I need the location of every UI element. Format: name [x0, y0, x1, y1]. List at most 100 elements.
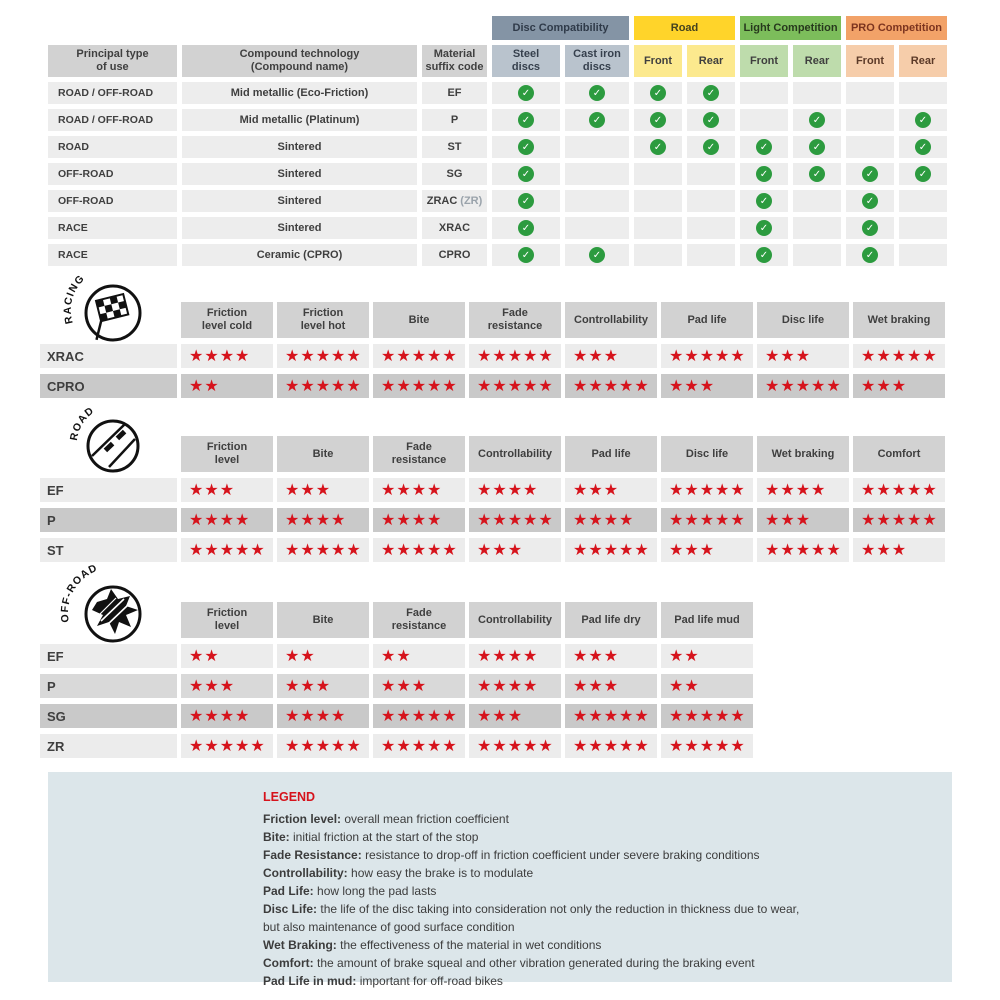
- legend-panel: LEGEND Friction level: overall mean fric…: [48, 772, 952, 988]
- star-rating-2-of-5: ★★: [381, 646, 412, 665]
- star-rating-cell: ★★★★: [757, 478, 849, 502]
- check-cell: ✓: [740, 136, 788, 158]
- check-icon: ✓: [589, 85, 605, 101]
- star-rating-5-of-5: ★★★★★: [765, 540, 842, 559]
- star-rating-5-of-5: ★★★★★: [381, 540, 458, 559]
- star-rating-3-of-5: ★★★: [477, 540, 524, 559]
- star-rating-cell: ★★★★: [469, 674, 561, 698]
- code-text: P: [450, 114, 459, 126]
- check-icon: ✓: [650, 85, 666, 101]
- check-icon: ✓: [756, 139, 772, 155]
- star-rating-cell: ★★★★★: [853, 344, 945, 368]
- star-rating-3-of-5: ★★★: [573, 676, 620, 695]
- compound-row-label-cpro: CPRO: [40, 374, 177, 398]
- star-rating-3-of-5: ★★★: [189, 676, 236, 695]
- star-rating-cell: ★★★★: [565, 508, 657, 532]
- check-cell: [634, 217, 682, 239]
- star-rating-3-of-5: ★★★: [765, 510, 812, 529]
- check-cell: ✓: [740, 190, 788, 212]
- check-icon: ✓: [915, 166, 931, 182]
- check-cell: [565, 217, 629, 239]
- legend-desc: how long the pad lasts: [317, 884, 437, 898]
- check-icon: ✓: [518, 220, 534, 236]
- check-icon: ✓: [809, 166, 825, 182]
- star-rating-cell: ★★★★★: [661, 704, 753, 728]
- star-rating-cell: ★★★★★: [181, 538, 273, 562]
- star-rating-cell: ★★★★: [181, 344, 273, 368]
- star-rating-5-of-5: ★★★★★: [381, 736, 458, 755]
- check-cell: ✓: [492, 136, 560, 158]
- star-rating-3-of-5: ★★★: [669, 376, 716, 395]
- star-rating-5-of-5: ★★★★★: [381, 346, 458, 365]
- legend-entry: Pad Life: how long the pad lasts: [263, 885, 922, 898]
- legend-desc: initial friction at the start of the sto…: [293, 830, 479, 844]
- legend-desc: the effectiveness of the material in wet…: [340, 938, 602, 952]
- use-cell-st: ROAD: [48, 136, 177, 158]
- star-rating-5-of-5: ★★★★★: [285, 346, 362, 365]
- rating-col-header-friction-level: Friction level: [181, 436, 273, 472]
- check-icon: ✓: [518, 139, 534, 155]
- check-cell: ✓: [687, 136, 735, 158]
- check-cell: ✓: [740, 244, 788, 266]
- use-cell-cpro: RACE: [48, 244, 177, 266]
- legend-entry: Controllability: how easy the brake is t…: [263, 867, 922, 880]
- code-text: ZRAC: [426, 195, 458, 207]
- star-rating-cell: ★★★★★: [661, 478, 753, 502]
- star-rating-cell: ★★★★★: [757, 374, 849, 398]
- racing-section: RACING Friction level cold Friction level h…: [40, 272, 945, 398]
- star-rating-3-of-5: ★★★: [861, 376, 908, 395]
- legend-entries: Friction level: overall mean friction co…: [263, 813, 922, 988]
- code-text: CPRO: [438, 249, 471, 261]
- legend-term: Pad Life in mud:: [263, 974, 357, 988]
- offroad-mud-icon: OFF-ROAD: [59, 562, 142, 643]
- check-icon: ✓: [915, 112, 931, 128]
- star-rating-cell: ★★★: [853, 374, 945, 398]
- rating-col-header-friction-level: Friction level: [181, 602, 273, 638]
- star-rating-3-of-5: ★★★: [477, 706, 524, 725]
- use-cell-zrac: OFF-ROAD: [48, 190, 177, 212]
- star-rating-cell: ★★: [661, 674, 753, 698]
- check-icon: ✓: [518, 85, 534, 101]
- check-cell: ✓: [687, 109, 735, 131]
- offroad-ratings-table: Friction level Bite Fade resistance Controlla…: [40, 602, 753, 758]
- star-rating-4-of-5: ★★★★: [189, 706, 251, 725]
- legend-entry: Bite: initial friction at the start of t…: [263, 831, 922, 844]
- star-rating-cell: ★★★★: [469, 478, 561, 502]
- road-ratings-table: Friction level Bite Fade resistance Controlla…: [40, 436, 945, 562]
- check-cell: [899, 217, 947, 239]
- legend-desc: resistance to drop-off in friction coeff…: [365, 848, 760, 862]
- check-cell: [740, 109, 788, 131]
- star-rating-5-of-5: ★★★★★: [285, 376, 362, 395]
- star-rating-4-of-5: ★★★★: [381, 480, 443, 499]
- star-rating-cell: ★★★★★: [277, 374, 369, 398]
- star-rating-cell: ★★★★★: [661, 734, 753, 758]
- check-icon: ✓: [756, 220, 772, 236]
- check-cell: [634, 163, 682, 185]
- legend-term: Comfort:: [263, 956, 314, 970]
- col-header-compound-technology: Compound technology (Compound name): [182, 45, 417, 77]
- legend-term: Wet Braking:: [263, 938, 337, 952]
- star-rating-5-of-5: ★★★★★: [669, 736, 746, 755]
- star-rating-2-of-5: ★★: [189, 376, 220, 395]
- check-cell: [793, 244, 841, 266]
- star-rating-cell: ★★★: [181, 674, 273, 698]
- check-cell: [687, 217, 735, 239]
- check-icon: ✓: [518, 193, 534, 209]
- star-rating-4-of-5: ★★★★: [477, 480, 539, 499]
- check-icon: ✓: [862, 166, 878, 182]
- check-cell: [740, 82, 788, 104]
- star-rating-cell: ★★★★: [181, 508, 273, 532]
- check-icon: ✓: [518, 247, 534, 263]
- star-rating-5-of-5: ★★★★★: [573, 376, 650, 395]
- compound-cell-ef: Mid metallic (Eco-Friction): [182, 82, 417, 104]
- legend-term: Controllability:: [263, 866, 348, 880]
- star-rating-2-of-5: ★★: [669, 676, 700, 695]
- legend-term: Friction level:: [263, 812, 342, 826]
- star-rating-cell: ★★★★★: [565, 374, 657, 398]
- star-rating-cell: ★★★★★: [373, 734, 465, 758]
- sub-header-disc-compatibility-steel-discs: Steel discs: [492, 45, 560, 77]
- use-cell-p: ROAD / OFF-ROAD: [48, 109, 177, 131]
- check-icon: ✓: [756, 247, 772, 263]
- check-icon: ✓: [862, 220, 878, 236]
- compound-row-label-st: ST: [40, 538, 177, 562]
